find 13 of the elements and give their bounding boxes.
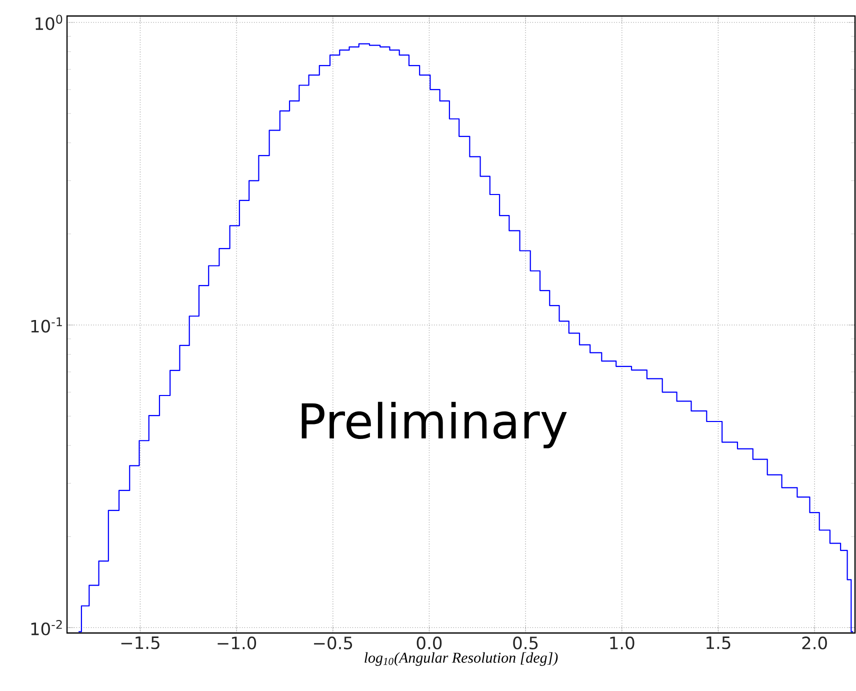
x-tick-label: −0.5 xyxy=(314,636,352,650)
x-axis-title: log$_{10}$(Angular Resolution [deg]) xyxy=(364,652,558,666)
annotation: Preliminary xyxy=(302,402,567,448)
x-tick-label: −1.0 xyxy=(218,636,256,650)
x-tick-label: 0.5 xyxy=(513,636,538,650)
x-tick-label: 1.5 xyxy=(706,636,730,650)
x-tick-label: 0.0 xyxy=(416,636,442,650)
y-tick-label: 10$^{-1}$ xyxy=(31,317,62,333)
x-tick-label: 1.0 xyxy=(610,636,634,650)
x-tick-label: 2.0 xyxy=(802,636,827,650)
x-tick-label: −1.5 xyxy=(121,636,160,650)
y-tick-label: 10$^{0}$ xyxy=(36,14,62,30)
y-tick-label: 10$^{-2}$ xyxy=(31,620,62,636)
